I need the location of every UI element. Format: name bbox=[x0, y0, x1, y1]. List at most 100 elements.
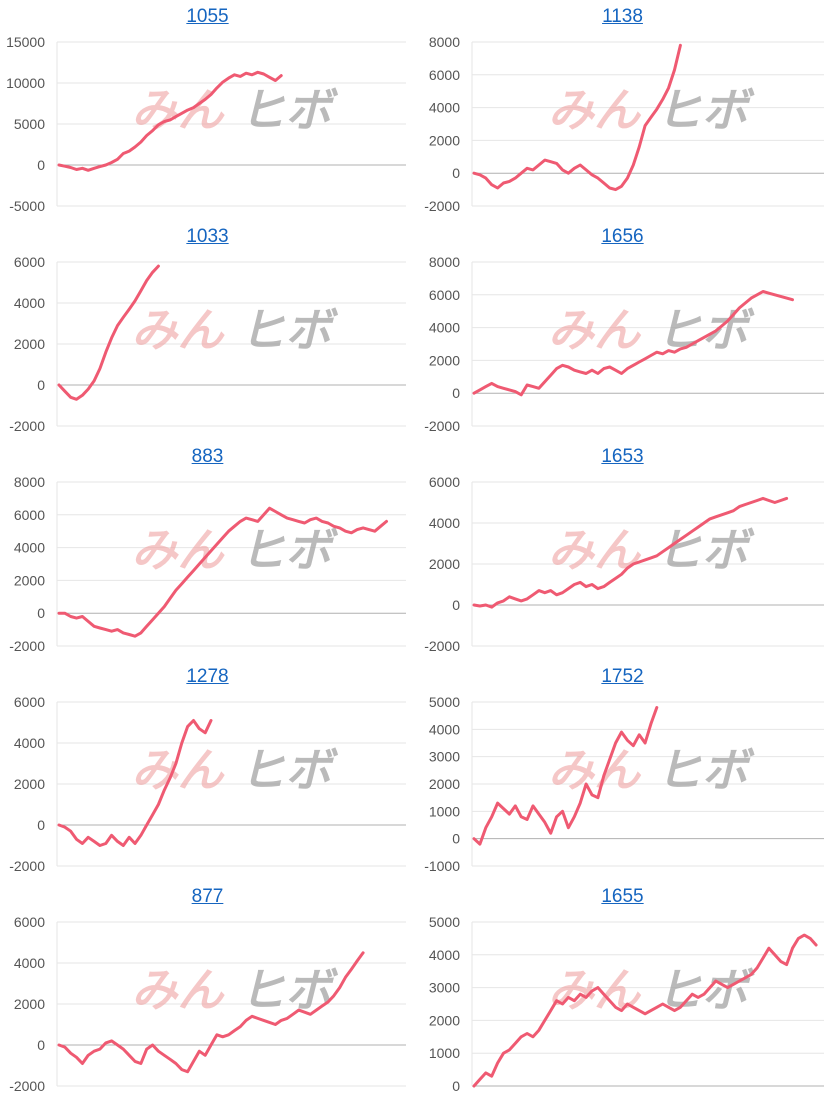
watermark-right: ヒボ bbox=[656, 83, 755, 137]
y-tick-label: 6000 bbox=[429, 67, 460, 83]
y-tick-label: 6000 bbox=[429, 474, 460, 490]
watermark-left: みん bbox=[548, 83, 642, 137]
watermark-left: みん bbox=[132, 83, 226, 137]
y-tick-label: 4000 bbox=[429, 721, 460, 737]
series-line bbox=[57, 506, 388, 638]
watermark-right: ヒボ bbox=[656, 523, 755, 577]
y-tick-label: 2000 bbox=[14, 336, 45, 352]
y-tick-label: 6000 bbox=[14, 694, 45, 710]
chart-title-link[interactable]: 1656 bbox=[601, 226, 644, 247]
series-line bbox=[472, 496, 789, 609]
watermark-right: ヒボ bbox=[240, 963, 339, 1017]
y-tick-label: -2000 bbox=[424, 638, 460, 654]
watermark-logo: みん ヒボ bbox=[548, 743, 755, 797]
watermark-right: ヒボ bbox=[240, 523, 339, 577]
chart-panel: 1138 8000 6000 4000 2000 0 -2000 みん ヒボ bbox=[415, 0, 830, 220]
watermark-logo: みん ヒボ bbox=[548, 303, 755, 357]
y-tick-label: 3000 bbox=[429, 749, 460, 765]
chart-svg: 5000 4000 3000 2000 1000 0 -1000 みん ヒボ bbox=[424, 694, 824, 874]
watermark-right: ヒボ bbox=[240, 303, 339, 357]
watermark-logo: みん ヒボ bbox=[548, 83, 755, 137]
y-tick-label: -2000 bbox=[424, 418, 460, 434]
y-tick-label: 10000 bbox=[6, 75, 45, 91]
y-tick-label: 2000 bbox=[429, 1012, 460, 1028]
y-tick-label: -2000 bbox=[9, 418, 45, 434]
y-tick-label: -2000 bbox=[9, 638, 45, 654]
chart-title-link[interactable]: 1752 bbox=[601, 666, 644, 687]
y-tick-label: 4000 bbox=[14, 295, 45, 311]
y-tick-label: 0 bbox=[37, 817, 45, 833]
y-tick-label: 4000 bbox=[429, 320, 460, 336]
y-tick-label: 1000 bbox=[429, 1045, 460, 1061]
y-tick-label: 2000 bbox=[14, 776, 45, 792]
y-tick-label: 4000 bbox=[429, 515, 460, 531]
y-tick-label: 8000 bbox=[14, 474, 45, 490]
chart-svg: 8000 6000 4000 2000 0 -2000 みん ヒボ bbox=[424, 254, 824, 434]
chart-panel: 1655 5000 4000 3000 2000 1000 0 みん ヒボ bbox=[415, 880, 830, 1100]
series-line bbox=[472, 933, 818, 1088]
y-tick-label: 6000 bbox=[14, 507, 45, 523]
watermark-right: ヒボ bbox=[240, 743, 339, 797]
y-tick-label: -5000 bbox=[9, 198, 45, 214]
chart-panel: 1656 8000 6000 4000 2000 0 -2000 みん ヒボ bbox=[415, 220, 830, 440]
y-tick-label: 8000 bbox=[429, 34, 460, 50]
y-tick-label: 0 bbox=[37, 1037, 45, 1053]
watermark-left: みん bbox=[548, 743, 642, 797]
chart-panel: 877 6000 4000 2000 0 -2000 みん ヒボ bbox=[0, 880, 415, 1100]
chart-title-link[interactable]: 883 bbox=[191, 446, 224, 467]
y-tick-label: 5000 bbox=[429, 914, 460, 930]
y-tick-label: 0 bbox=[37, 377, 45, 393]
watermark-right: ヒボ bbox=[240, 83, 339, 137]
y-tick-label: 1000 bbox=[429, 803, 460, 819]
watermark-logo: みん ヒボ bbox=[132, 303, 339, 357]
y-tick-label: 0 bbox=[452, 385, 460, 401]
y-tick-label: 2000 bbox=[429, 352, 460, 368]
chart-panel: 1033 6000 4000 2000 0 -2000 みん ヒボ bbox=[0, 220, 415, 440]
chart-title-link[interactable]: 1033 bbox=[186, 226, 229, 247]
y-tick-label: 5000 bbox=[429, 694, 460, 710]
y-tick-label: 0 bbox=[452, 165, 460, 181]
y-tick-label: 4000 bbox=[429, 947, 460, 963]
chart-svg: 15000 10000 5000 0 -5000 みん ヒボ bbox=[6, 34, 406, 214]
series-line bbox=[57, 719, 213, 847]
y-tick-label: 0 bbox=[37, 157, 45, 173]
watermark-logo: みん ヒボ bbox=[132, 83, 339, 137]
chart-panel: 1653 6000 4000 2000 0 -2000 みん ヒボ bbox=[415, 440, 830, 660]
chart-title-link[interactable]: 1655 bbox=[601, 886, 644, 907]
y-tick-label: 2000 bbox=[14, 572, 45, 588]
chart-svg: 8000 6000 4000 2000 0 -2000 みん ヒボ bbox=[424, 34, 824, 214]
y-tick-label: 0 bbox=[452, 1078, 460, 1094]
chart-title-link[interactable]: 1278 bbox=[186, 666, 229, 687]
y-tick-label: -1000 bbox=[424, 858, 460, 874]
watermark-logo: みん ヒボ bbox=[132, 963, 339, 1017]
y-tick-label: 8000 bbox=[429, 254, 460, 270]
chart-title-link[interactable]: 1138 bbox=[602, 6, 643, 27]
y-tick-label: -2000 bbox=[424, 198, 460, 214]
chart-title-link[interactable]: 1653 bbox=[601, 446, 644, 467]
series-line bbox=[472, 706, 659, 846]
chart-title-link[interactable]: 877 bbox=[191, 886, 224, 907]
chart-panel: 1752 5000 4000 3000 2000 1000 0 -1000 みん ヒボ bbox=[415, 660, 830, 880]
series-line bbox=[472, 290, 794, 397]
chart-panel: 883 8000 6000 4000 2000 0 -2000 みん ヒボ bbox=[0, 440, 415, 660]
watermark-left: みん bbox=[132, 303, 226, 357]
y-tick-label: 4000 bbox=[14, 955, 45, 971]
y-tick-label: 0 bbox=[37, 605, 45, 621]
chart-svg: 6000 4000 2000 0 -2000 みん ヒボ bbox=[9, 694, 406, 874]
chart-panel: 1055 15000 10000 5000 0 -5000 みん ヒボ bbox=[0, 0, 415, 220]
y-tick-label: 0 bbox=[452, 597, 460, 613]
chart-svg: 8000 6000 4000 2000 0 -2000 みん ヒボ bbox=[9, 474, 406, 654]
watermark-logo: みん ヒボ bbox=[132, 523, 339, 577]
series-line bbox=[57, 70, 283, 172]
y-tick-label: 2000 bbox=[429, 776, 460, 792]
watermark-left: みん bbox=[132, 963, 226, 1017]
chart-svg: 6000 4000 2000 0 -2000 みん ヒボ bbox=[9, 254, 406, 434]
chart-panel: 1278 6000 4000 2000 0 -2000 みん ヒボ bbox=[0, 660, 415, 880]
chart-svg: 6000 4000 2000 0 -2000 みん ヒボ bbox=[424, 474, 824, 654]
series-line bbox=[472, 43, 682, 192]
y-tick-label: 3000 bbox=[429, 980, 460, 996]
chart-title-link[interactable]: 1055 bbox=[186, 6, 229, 27]
y-tick-label: 2000 bbox=[14, 996, 45, 1012]
y-tick-label: 6000 bbox=[429, 287, 460, 303]
